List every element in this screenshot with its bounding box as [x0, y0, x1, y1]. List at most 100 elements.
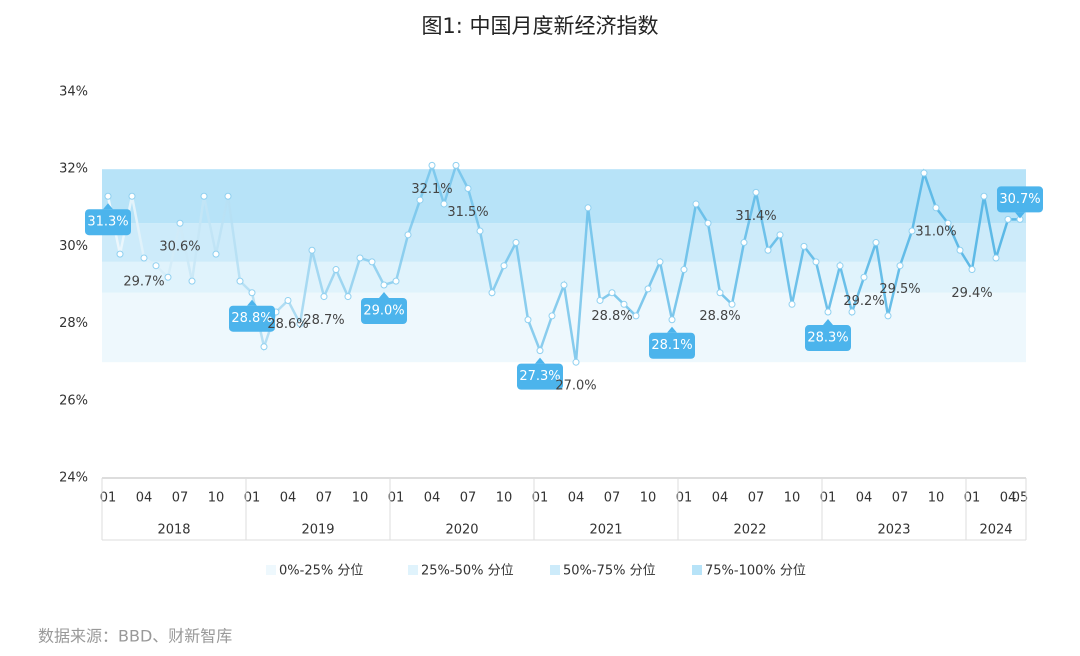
- point-marker: [536, 347, 544, 355]
- point-marker: [224, 192, 232, 200]
- x-tick-label: 10: [208, 491, 225, 506]
- point-marker: [440, 200, 448, 208]
- point-marker: [332, 266, 340, 274]
- callout-box: [649, 332, 695, 359]
- data-label: 31.0%: [915, 224, 956, 239]
- point-marker: [500, 262, 508, 270]
- callout-label: 31.3%: [87, 215, 128, 230]
- point-marker: [776, 231, 784, 239]
- point-marker: [728, 300, 736, 308]
- callout-label: 30.7%: [999, 192, 1040, 207]
- legend-label: 75%-100% 分位: [705, 564, 806, 579]
- y-tick-label: 32%: [59, 162, 88, 177]
- callout-label: 27.3%: [519, 369, 560, 384]
- callout-label: 28.1%: [651, 338, 692, 353]
- callout-box: [997, 186, 1043, 213]
- point-marker: [488, 289, 496, 297]
- point-marker: [800, 242, 808, 250]
- point-marker: [848, 308, 856, 316]
- point-marker: [452, 161, 460, 169]
- point-marker: [560, 281, 568, 289]
- point-marker: [632, 312, 640, 320]
- point-marker: [992, 254, 1000, 262]
- legend-label: 50%-75% 分位: [563, 564, 656, 579]
- point-marker: [692, 200, 700, 208]
- point-marker: [380, 281, 388, 289]
- point-marker: [836, 262, 844, 270]
- point-marker: [392, 277, 400, 285]
- data-label: 28.7%: [303, 313, 344, 328]
- point-marker: [788, 300, 796, 308]
- point-marker: [620, 300, 628, 308]
- point-marker: [356, 254, 364, 262]
- callout-label: 28.8%: [231, 311, 272, 326]
- callout-pointer: [823, 319, 833, 326]
- callout-pointer: [247, 299, 257, 306]
- x-tick-label: 01: [388, 491, 405, 506]
- y-tick-label: 34%: [59, 85, 88, 100]
- year-label: 2024: [979, 523, 1012, 538]
- legend-swatch: [266, 565, 276, 575]
- x-tick-label: 01: [820, 491, 837, 506]
- x-tick-label: 07: [172, 491, 189, 506]
- point-marker: [1004, 215, 1012, 223]
- point-marker: [188, 277, 196, 285]
- x-tick-label: 10: [496, 491, 513, 506]
- x-tick-label: 05: [1012, 491, 1029, 506]
- callout-pointer: [667, 326, 677, 333]
- point-marker: [944, 219, 952, 227]
- point-marker: [812, 258, 820, 266]
- x-tick-label: 01: [244, 491, 261, 506]
- x-tick-label: 04: [424, 491, 441, 506]
- point-marker: [884, 312, 892, 320]
- point-marker: [740, 239, 748, 247]
- x-tick-label: 04: [712, 491, 729, 506]
- point-marker: [668, 316, 676, 324]
- point-marker: [200, 192, 208, 200]
- x-tick-label: 04: [856, 491, 873, 506]
- x-tick-label: 01: [964, 491, 981, 506]
- point-marker: [956, 246, 964, 254]
- year-label: 2022: [733, 523, 766, 538]
- callout-pointer: [103, 203, 113, 210]
- percentile-band: [102, 223, 1026, 262]
- chart-title: 图1: 中国月度新经济指数: [421, 14, 658, 38]
- point-marker: [416, 196, 424, 204]
- point-marker: [512, 239, 520, 247]
- point-marker: [608, 289, 616, 297]
- point-marker: [236, 277, 244, 285]
- point-marker: [428, 161, 436, 169]
- point-marker: [824, 308, 832, 316]
- point-marker: [464, 185, 472, 192]
- point-marker: [152, 262, 160, 270]
- point-marker: [176, 219, 184, 227]
- point-marker: [248, 289, 256, 297]
- point-marker: [920, 169, 928, 177]
- x-tick-label: 10: [784, 491, 801, 506]
- x-tick-label: 07: [316, 491, 333, 506]
- x-tick-label: 07: [748, 491, 765, 506]
- data-label: 28.8%: [591, 309, 632, 324]
- x-tick-label: 01: [676, 491, 693, 506]
- point-marker: [548, 312, 556, 320]
- data-label: 31.5%: [447, 205, 488, 220]
- point-marker: [872, 239, 880, 247]
- point-marker: [320, 293, 328, 301]
- point-marker: [128, 192, 136, 200]
- legend-swatch: [692, 565, 702, 575]
- x-tick-label: 04: [280, 491, 297, 506]
- callout-box: [805, 325, 851, 352]
- source-note: 数据来源：BBD、财新智库: [38, 627, 232, 646]
- x-tick-label: 07: [604, 491, 621, 506]
- percentile-band: [102, 169, 1026, 224]
- point-marker: [524, 316, 532, 324]
- point-marker: [284, 296, 292, 304]
- x-tick-label: 10: [352, 491, 369, 506]
- callout-pointer: [535, 357, 545, 364]
- point-marker: [752, 188, 760, 196]
- callout-label: 29.0%: [363, 304, 404, 319]
- data-label: 29.2%: [843, 294, 884, 309]
- data-label: 27.0%: [555, 379, 596, 394]
- point-marker: [716, 289, 724, 297]
